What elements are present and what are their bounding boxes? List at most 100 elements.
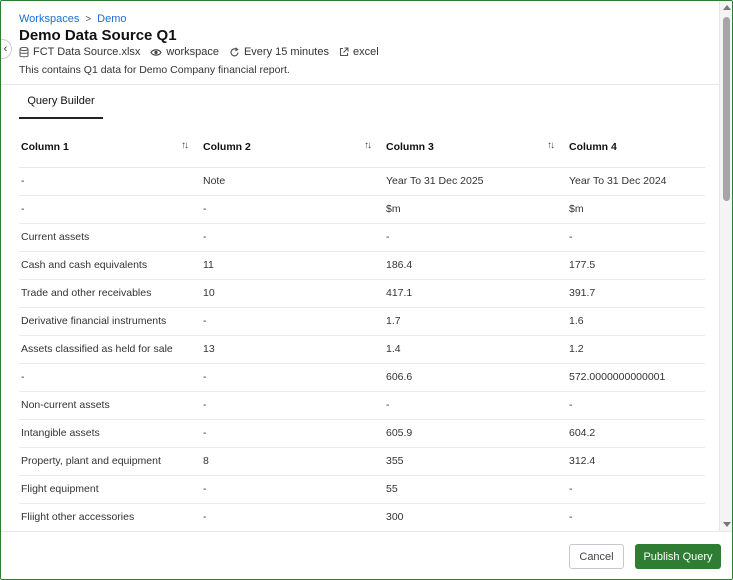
- eye-icon: [150, 48, 163, 56]
- table-row: - - $m $m: [19, 195, 705, 224]
- table-cell: 177.5: [567, 251, 705, 280]
- table-row: Current assets - - -: [19, 223, 705, 252]
- breadcrumb-workspaces-link[interactable]: Workspaces: [19, 13, 80, 25]
- table-cell: 606.6: [384, 363, 567, 392]
- table-cell: 13: [201, 335, 384, 364]
- source-meta: FCT Data Source.xlsx workspace Every 15 …: [19, 46, 379, 58]
- table-cell: 1.2: [567, 335, 705, 364]
- column-header-3[interactable]: Column 3 ↑↓: [384, 127, 567, 168]
- table-cell: 1.6: [567, 307, 705, 336]
- table-cell: 10: [201, 279, 384, 308]
- column-header-label: Column 2: [203, 140, 251, 153]
- table-cell: Fliight other accessories: [19, 503, 201, 531]
- table-row: Intangible assets -605.9 604.2: [19, 419, 705, 448]
- table-cell: -: [567, 391, 705, 420]
- scroll-down-arrow-icon[interactable]: [723, 522, 731, 527]
- publish-query-button[interactable]: Publish Query: [635, 544, 721, 569]
- sort-icon[interactable]: ↑↓: [547, 140, 555, 151]
- sort-icon[interactable]: ↑↓: [181, 140, 189, 151]
- table-cell: -: [201, 475, 384, 504]
- column-header-label: Column 4: [569, 140, 617, 153]
- table-cell: -: [201, 391, 384, 420]
- table-cell: -: [201, 363, 384, 392]
- table-cell: -: [567, 475, 705, 504]
- refresh-icon: [230, 46, 239, 56]
- table-cell: Year To 31 Dec 2024: [567, 167, 705, 196]
- column-header-1[interactable]: Column 1 ↑↓: [19, 127, 201, 168]
- table-row: Flight equipment -55-: [19, 475, 705, 504]
- column-header-label: Column 3: [386, 140, 434, 153]
- table-cell: Cash and cash equivalents: [19, 251, 201, 280]
- scope-meta: workspace: [150, 46, 219, 58]
- schedule-meta: Every 15 minutes: [229, 46, 329, 58]
- source-description: This contains Q1 data for Demo Company f…: [19, 64, 290, 76]
- table-header-row: Column 1 ↑↓ Column 2 ↑↓ Column 3 ↑↓ Column …: [19, 127, 705, 168]
- column-header-2[interactable]: Column 2 ↑↓: [201, 127, 384, 168]
- breadcrumb-demo-link[interactable]: Demo: [97, 13, 127, 25]
- table-cell: 417.1: [384, 279, 567, 308]
- table-cell: 604.2: [567, 419, 705, 448]
- table-cell: Assets classified as held for sale: [19, 335, 201, 364]
- database-icon: [19, 46, 29, 57]
- table-cell: Non-current assets: [19, 391, 201, 420]
- scroll-up-arrow-icon[interactable]: [723, 5, 731, 10]
- table-row: Fliight other accessories -300-: [19, 503, 705, 531]
- table-cell: $m: [567, 195, 705, 224]
- panel-footer: Cancel Publish Query: [1, 531, 732, 579]
- column-header-4[interactable]: Column 4: [567, 127, 705, 168]
- table-row: - -606.6 572.0000000000001: [19, 363, 705, 392]
- table-row: Property, plant and equipment 8 355 312.4: [19, 447, 705, 476]
- table-cell: 55: [384, 475, 567, 504]
- table-cell: -: [201, 419, 384, 448]
- table-cell: $m: [384, 195, 567, 224]
- table-cell: -: [19, 167, 201, 196]
- scope-label: workspace: [166, 46, 219, 58]
- table-cell: -: [201, 503, 384, 531]
- table-cell: 391.7: [567, 279, 705, 308]
- table-cell: -: [384, 391, 567, 420]
- chevron-right-icon: >: [85, 13, 92, 25]
- table-cell: 605.9: [384, 419, 567, 448]
- cancel-button[interactable]: Cancel: [569, 544, 624, 569]
- table-cell: 355: [384, 447, 567, 476]
- table-row: Cash and cash equivalents 11 186.4 177.5: [19, 251, 705, 280]
- file-meta: FCT Data Source.xlsx: [19, 46, 140, 58]
- external-link-icon: [339, 47, 349, 57]
- scrollbar-thumb[interactable]: [723, 17, 730, 201]
- vertical-scrollbar[interactable]: [719, 1, 732, 531]
- table-cell: 8: [201, 447, 384, 476]
- table-cell: -: [19, 195, 201, 224]
- table-cell: Flight equipment: [19, 475, 201, 504]
- table-cell: Trade and other receivables: [19, 279, 201, 308]
- table-cell: Property, plant and equipment: [19, 447, 201, 476]
- table-cell: Year To 31 Dec 2025: [384, 167, 567, 196]
- column-header-label: Column 1: [21, 140, 69, 153]
- table-row: Non-current assets - - -: [19, 391, 705, 420]
- table-cell: 300: [384, 503, 567, 531]
- table-cell: Derivative financial instruments: [19, 307, 201, 336]
- table-cell: -: [201, 307, 384, 336]
- table-cell: 11: [201, 251, 384, 280]
- table-cell: -: [567, 503, 705, 531]
- table-cell: 186.4: [384, 251, 567, 280]
- source-type-meta: excel: [339, 46, 379, 58]
- table-cell: -: [19, 363, 201, 392]
- page-title: Demo Data Source Q1: [19, 27, 177, 44]
- table-cell: 1.4: [384, 335, 567, 364]
- table-cell: -: [201, 223, 384, 252]
- file-name: FCT Data Source.xlsx: [33, 46, 141, 58]
- table-cell: Intangible assets: [19, 419, 201, 448]
- table-cell: 1.7: [384, 307, 567, 336]
- sort-icon[interactable]: ↑↓: [364, 140, 372, 151]
- data-table: Column 1 ↑↓ Column 2 ↑↓ Column 3 ↑↓ Column …: [19, 127, 705, 531]
- source-type-label: excel: [352, 46, 379, 58]
- table-row: Assets classified as held for sale 13 1.4 1…: [19, 335, 705, 364]
- table-cell: 572.0000000000001: [567, 363, 705, 392]
- tab-query-builder[interactable]: Query Builder: [19, 85, 103, 119]
- table-cell: -: [384, 223, 567, 252]
- schedule-label: Every 15 minutes: [243, 46, 329, 58]
- table-cell: Note: [201, 167, 384, 196]
- table-cell: -: [567, 223, 705, 252]
- chevron-left-icon: ‹: [3, 43, 8, 55]
